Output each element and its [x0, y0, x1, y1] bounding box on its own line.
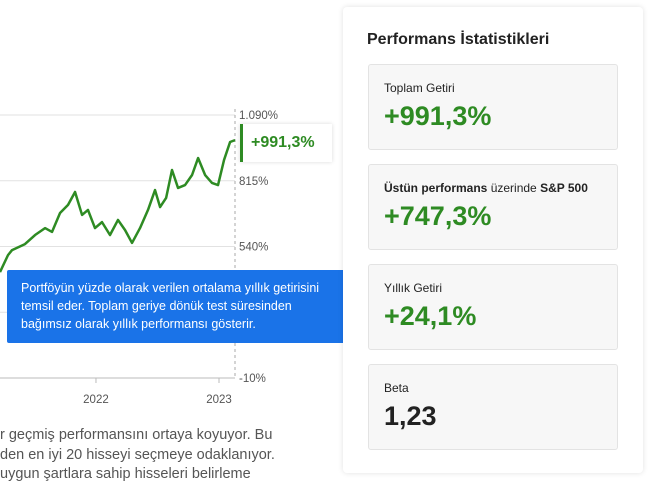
stat-card: Beta 1,23 — [368, 364, 618, 450]
stats-panel: Performans İstatistikleri Toplam Getiri … — [343, 7, 643, 473]
text-line: den en iyi 20 hisseyi seçmeye odaklanıyo… — [0, 446, 275, 463]
x-tick-label: 2022 — [83, 394, 109, 406]
panel-title: Performans İstatistikleri — [367, 31, 550, 48]
description: r geçmiş performansını ortaya koyuyor. B… — [0, 426, 330, 485]
stat-card: Yıllık Getiri +24,1% — [368, 264, 618, 350]
stat-value: +991,3% — [384, 101, 492, 131]
y-tick-label: 1.090% — [239, 110, 278, 122]
stat-card: Üstün performans üzerinde S&P 500 +747,3… — [368, 164, 618, 250]
stat-value: 1,23 — [384, 401, 437, 431]
stat-value: +747,3% — [384, 201, 492, 231]
label-bold: Üstün performans — [384, 181, 488, 195]
tooltip: Portföyün yüzde olarak verilen ortalama … — [7, 270, 365, 343]
label-bold: S&P 500 — [540, 181, 588, 195]
y-tick-label: -10% — [239, 373, 266, 385]
stat-label: Üstün performans üzerinde S&P 500 — [384, 181, 588, 195]
y-tick-label: 815% — [239, 176, 268, 188]
data-line — [0, 138, 236, 273]
x-tick-label: 2023 — [206, 394, 232, 406]
label-text: üzerinde — [487, 181, 541, 195]
stat-label: Toplam Getiri — [384, 81, 455, 95]
y-tick-label: 540% — [239, 242, 268, 254]
end-value-label: +991,3% — [240, 124, 332, 162]
text-line: uygun şartlara sahip hisseleri belirleme — [0, 466, 251, 482]
text-line: r geçmiş performansını ortaya koyuyor. B… — [0, 427, 273, 443]
stat-label: Beta — [384, 381, 409, 395]
stat-card: Toplam Getiri +991,3% — [368, 64, 618, 150]
stat-label: Yıllık Getiri — [384, 281, 443, 295]
stat-value: +24,1% — [384, 301, 477, 331]
